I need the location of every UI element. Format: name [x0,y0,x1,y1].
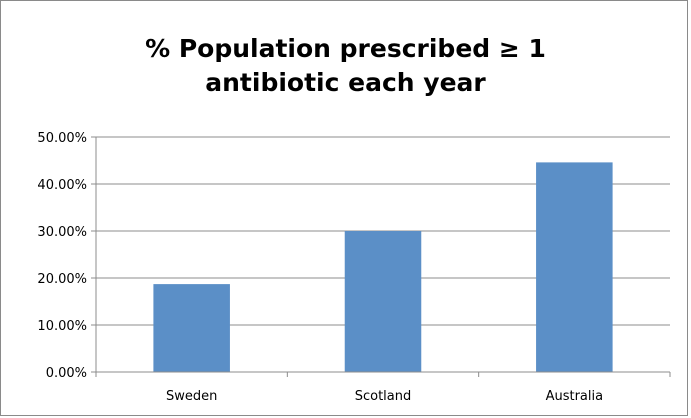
y-tick-label: 30.00% [37,225,87,240]
axes [91,136,671,377]
y-tick-labels: 0.00% 10.00% 20.00% 30.00% 40.00% 50.00% [37,131,87,381]
bar-scotland [344,231,422,372]
bars [153,162,613,372]
y-tick-label: 10.00% [37,319,87,334]
x-tick-labels: Sweden Scotland Australia [166,389,603,404]
y-tick-label: 40.00% [37,178,87,193]
chart-title: % Population prescribed ≥ 1 antibiotic e… [145,34,546,97]
x-tick-label: Australia [546,389,604,404]
bar-australia [536,162,613,372]
y-tick-label: 0.00% [46,366,87,381]
y-tick-label: 20.00% [37,272,87,287]
bar-sweden [153,284,230,372]
x-tick-label: Scotland [355,389,412,404]
y-tick-label: 50.00% [37,131,87,146]
x-tick-label: Sweden [166,389,217,404]
